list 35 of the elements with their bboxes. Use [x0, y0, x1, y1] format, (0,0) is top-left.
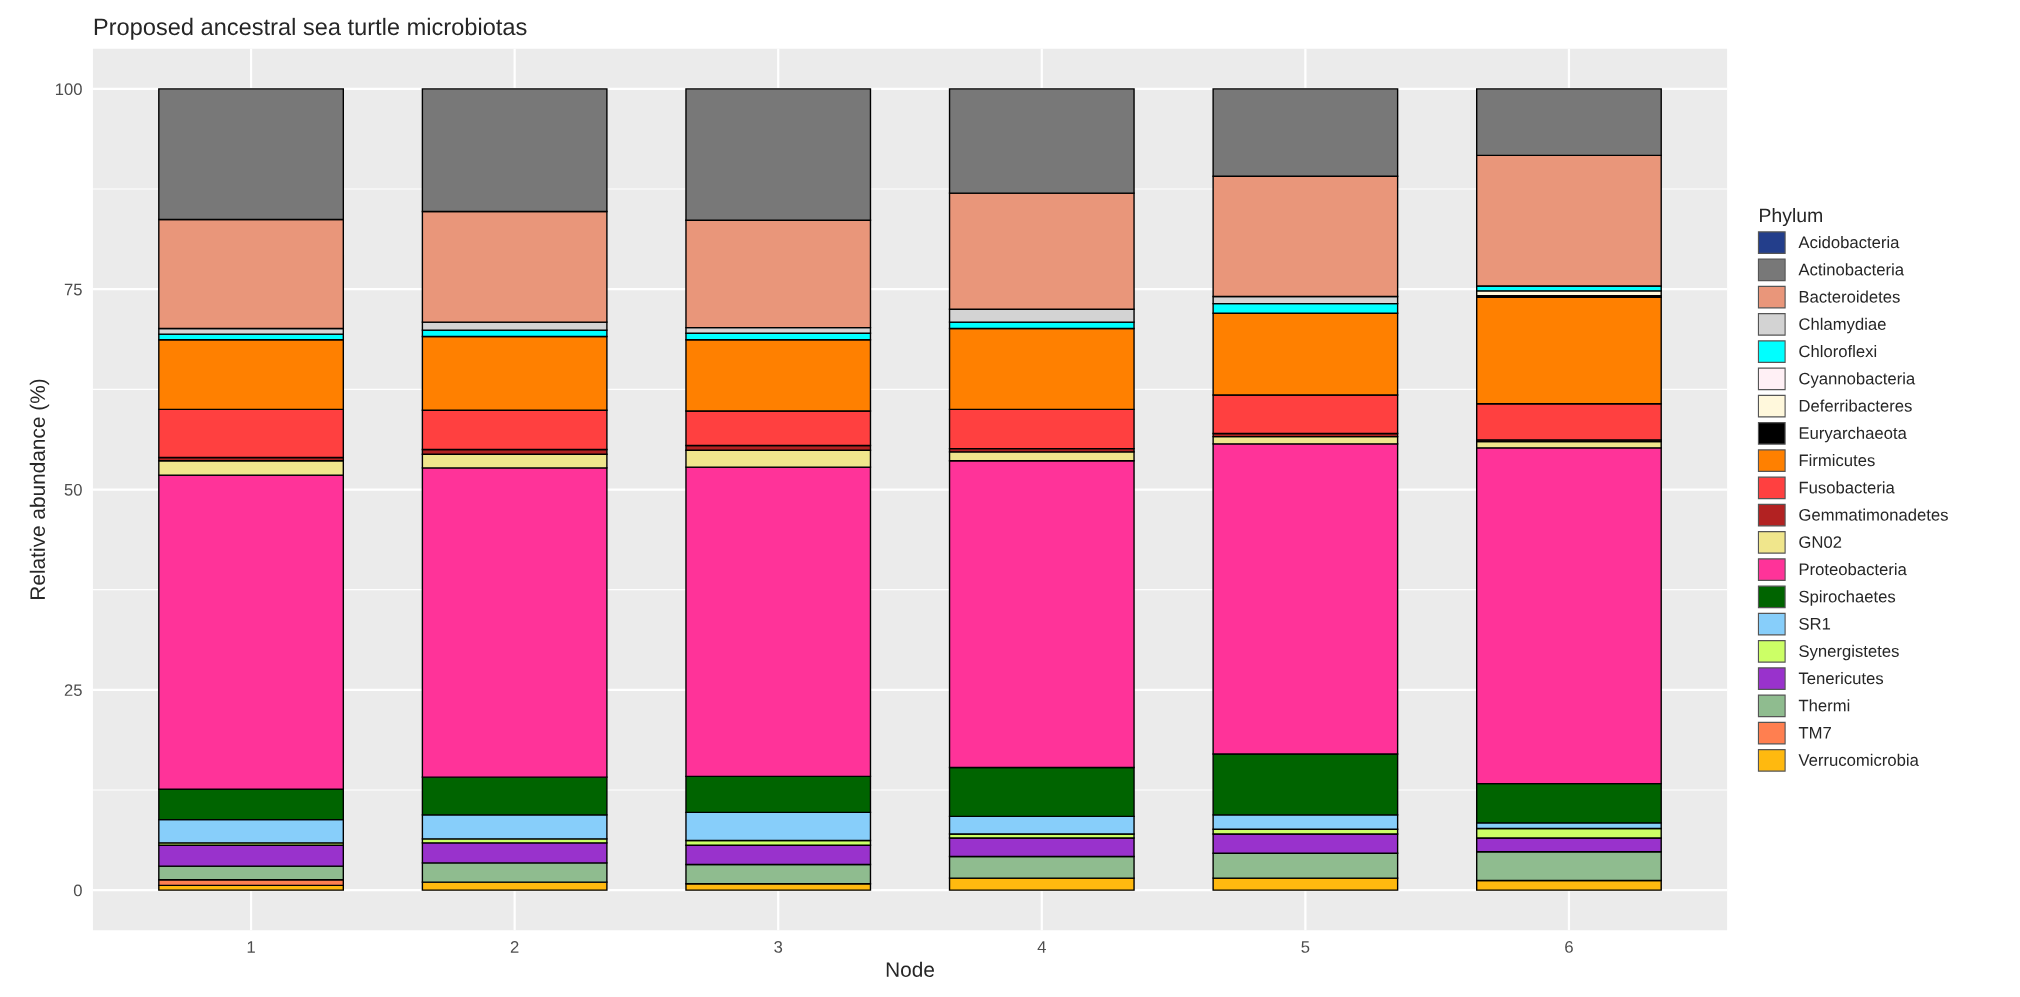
legend-label: Fusobacteria	[1799, 481, 1895, 494]
legend-label: Acidobacteria	[1798, 236, 1900, 249]
y-tick-label: 100	[55, 83, 82, 96]
legend-title: Phylum	[1760, 207, 1822, 227]
legend-label: Euryarchaeota	[1799, 426, 1907, 443]
legend-label: Chloroflexi	[1799, 345, 1877, 358]
legend-label: Bacteroidetes	[1799, 290, 1900, 303]
x-tick-label: 6	[1565, 941, 1573, 953]
legend-label: Verrucomicrobia	[1798, 753, 1919, 766]
x-tick-label: 4	[1037, 941, 1046, 953]
legend-label: Proteobacteria	[1799, 563, 1907, 576]
legend-label: Deferribacteres	[1799, 399, 1912, 412]
legend-label: TM7	[1798, 727, 1831, 739]
x-tick-label: 1	[247, 941, 255, 953]
legend-label: Spirochaetes	[1799, 590, 1896, 606]
y-tick-label: 0	[73, 884, 82, 897]
x-axis-title: Node	[886, 961, 934, 978]
legend-label: Actinobacteria	[1798, 263, 1905, 276]
y-tick-label: 50	[64, 483, 82, 496]
legend-label: Gemmatimonadetes	[1799, 508, 1948, 521]
legend-label: SR1	[1799, 617, 1831, 630]
legend-label: Thermi	[1798, 699, 1850, 712]
x-tick-label: 5	[1301, 941, 1310, 953]
legend-label: Cyannobacteria	[1799, 372, 1916, 388]
y-axis-title: Relative abundance (%)	[29, 379, 50, 599]
legend-label: Tenericutes	[1798, 672, 1884, 685]
y-tick-label: 25	[64, 684, 82, 697]
legend-label: Synergistetes	[1799, 644, 1899, 661]
chart-title: Proposed ancestral sea turtle microbiotas	[94, 17, 527, 40]
x-tick-label: 2	[510, 941, 519, 953]
legend-label: Firmicutes	[1799, 454, 1875, 467]
legend-label: GN02	[1799, 536, 1842, 548]
y-tick-label: 75	[64, 283, 82, 296]
x-tick-label: 3	[774, 941, 783, 953]
legend-label: Chlamydiae	[1799, 317, 1886, 334]
